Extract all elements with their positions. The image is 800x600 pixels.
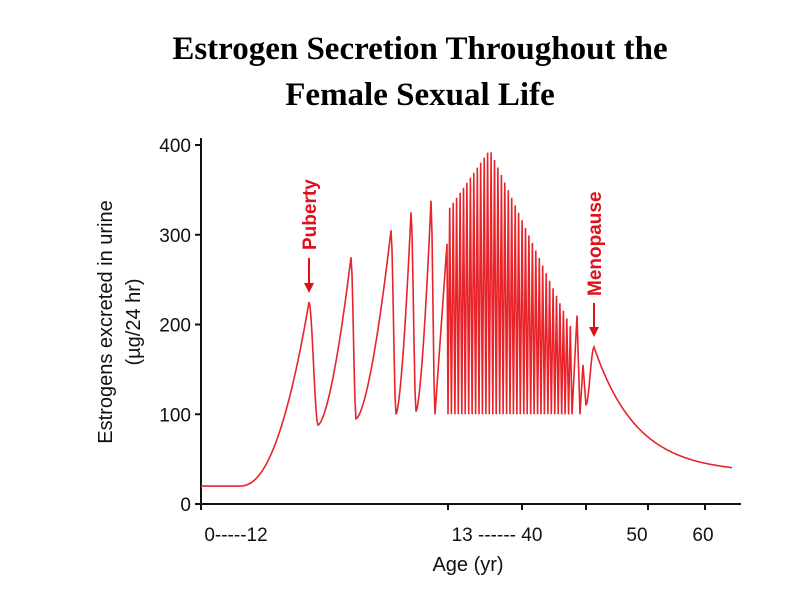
estrogen-series-line <box>201 152 733 487</box>
y-axis-title-line-1: Estrogens excreted in urine <box>95 200 117 443</box>
y-tick-label: 300 <box>159 226 191 247</box>
y-tick-label: 200 <box>159 316 191 337</box>
menopause-annotation-label: Menopause <box>585 191 606 296</box>
x-tick-label: 60 <box>692 525 713 546</box>
y-tick-label: 400 <box>159 136 191 157</box>
puberty-annotation-label: Puberty <box>300 179 321 250</box>
y-tick-label: 100 <box>159 405 191 426</box>
chart-title-line-2: Female Sexual Life <box>285 77 555 113</box>
x-axis-title: Age (yr) <box>432 554 503 576</box>
x-tick-label: 13 ------ 40 <box>452 525 543 546</box>
x-tick-label: 0-----12 <box>204 525 267 546</box>
y-tick-label: 0 <box>180 495 191 516</box>
x-tick-label: 50 <box>626 525 647 546</box>
puberty-arrow-head <box>304 283 314 293</box>
menopause-arrow-head <box>589 327 599 337</box>
chart-title: Estrogen Secretion Throughout the Female… <box>0 26 800 118</box>
y-axis-title-line-2: (µg/24 hr) <box>123 278 145 365</box>
chart-title-line-1: Estrogen Secretion Throughout the <box>172 31 668 67</box>
